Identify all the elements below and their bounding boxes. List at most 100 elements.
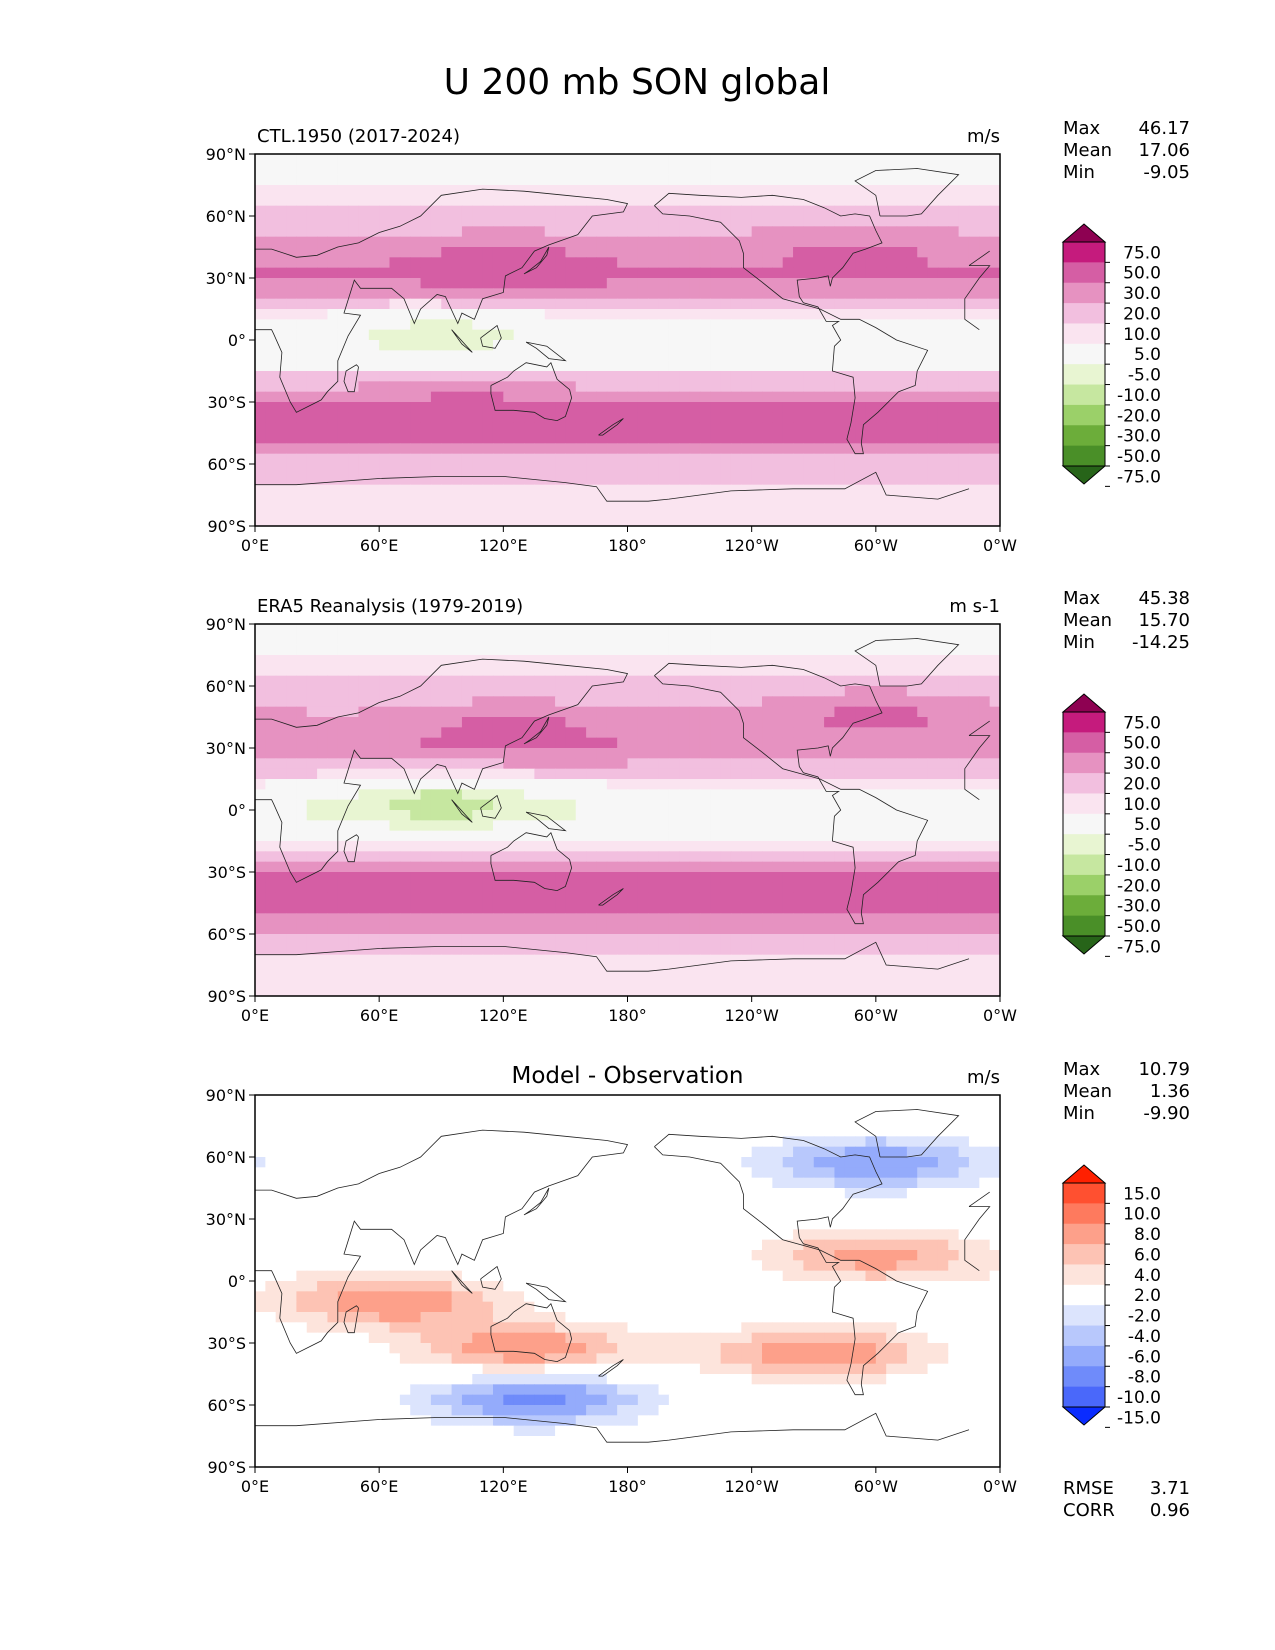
- field-cell: [637, 748, 649, 759]
- field-cell: [348, 913, 360, 925]
- field-cell: [720, 495, 732, 506]
- field-cell: [689, 298, 701, 310]
- field-cell: [793, 195, 805, 207]
- field-cell: [648, 665, 660, 677]
- field-cell: [492, 696, 504, 708]
- field-cell: [430, 748, 442, 759]
- field-cell: [286, 329, 297, 341]
- field-cell: [513, 665, 525, 677]
- field-cell: [286, 505, 297, 517]
- field-cell: [586, 686, 598, 697]
- field-cell: [803, 872, 815, 883]
- field-cell: [565, 298, 577, 310]
- field-cell: [441, 205, 453, 217]
- field-cell: [865, 257, 877, 269]
- field-cell: [741, 934, 753, 945]
- field-cell: [824, 872, 836, 883]
- field-cell: [617, 412, 629, 424]
- field-cell: [917, 799, 929, 811]
- field-cell: [658, 412, 670, 424]
- field-cell: [296, 453, 308, 465]
- field-cell: [482, 944, 494, 956]
- field-cell: [534, 340, 546, 351]
- field-cell: [327, 412, 339, 424]
- field-cell: [689, 288, 701, 300]
- field-cell: [451, 236, 463, 248]
- field-cell: [948, 624, 960, 635]
- field-cell: [917, 298, 929, 310]
- field-cell: [317, 737, 329, 749]
- field-cell: [637, 484, 649, 496]
- field-cell: [524, 464, 535, 475]
- field-cell: [627, 923, 639, 935]
- field-cell: [627, 443, 639, 455]
- field-cell: [637, 267, 649, 279]
- field-cell: [306, 882, 318, 894]
- field-cell: [937, 505, 949, 517]
- field-cell: [565, 422, 577, 434]
- field-cell: [327, 665, 339, 677]
- field-cell: [627, 464, 639, 475]
- field-cell: [689, 882, 701, 894]
- field-cell: [482, 443, 494, 455]
- field-cell: [306, 309, 318, 320]
- field-cell: [813, 913, 825, 925]
- field-cell: [544, 706, 556, 718]
- field-cell: [689, 371, 701, 382]
- field-cell: [637, 706, 649, 718]
- field-cell: [824, 779, 836, 790]
- field-cell: [668, 696, 680, 708]
- field-cell: [358, 665, 370, 677]
- field-cell: [327, 934, 339, 945]
- field-cell: [751, 381, 763, 393]
- field-cell: [844, 205, 856, 217]
- field-cell: [803, 861, 815, 873]
- field-cell: [637, 810, 649, 821]
- field-cell: [886, 944, 898, 956]
- field-cell: [886, 267, 898, 279]
- field-cell: [513, 748, 525, 759]
- field-cell: [524, 717, 535, 728]
- field-cell: [824, 903, 836, 914]
- field-cell: [565, 841, 577, 852]
- field-cell: [524, 443, 535, 455]
- field-cell: [617, 267, 629, 279]
- field-cell: [337, 882, 349, 894]
- field-cell: [503, 758, 515, 770]
- field-cell: [668, 484, 680, 496]
- field-cell: [420, 903, 432, 914]
- field-cell: [461, 391, 473, 403]
- field-cell: [430, 686, 442, 697]
- field-cell: [865, 686, 877, 697]
- field-cell: [410, 830, 422, 842]
- field-cell: [524, 944, 535, 956]
- field-cell: [979, 267, 991, 279]
- field-cell: [637, 505, 649, 517]
- field-cell: [555, 402, 567, 413]
- field-cell: [658, 174, 670, 186]
- field-cell: [410, 164, 422, 176]
- field-cell: [420, 779, 432, 790]
- field-cell: [327, 443, 339, 455]
- field-cell: [255, 174, 266, 186]
- field-cell: [389, 634, 401, 646]
- field-cell: [586, 810, 598, 821]
- field-cell: [906, 841, 918, 852]
- field-cell: [699, 717, 711, 728]
- field-cell: [855, 185, 867, 196]
- field-cell: [265, 686, 277, 697]
- field-cell: [389, 851, 401, 863]
- field-cell: [555, 675, 567, 687]
- field-cell: [296, 665, 308, 677]
- field-cell: [348, 675, 360, 687]
- field-cell: [679, 758, 691, 770]
- field-cell: [699, 748, 711, 759]
- field-cell: [865, 278, 877, 289]
- field-cell: [524, 422, 535, 434]
- field-cell: [430, 696, 442, 708]
- field-cell: [906, 402, 918, 413]
- field-cell: [337, 236, 349, 248]
- field-cell: [793, 686, 805, 697]
- field-cell: [265, 298, 277, 310]
- field-cell: [937, 309, 949, 320]
